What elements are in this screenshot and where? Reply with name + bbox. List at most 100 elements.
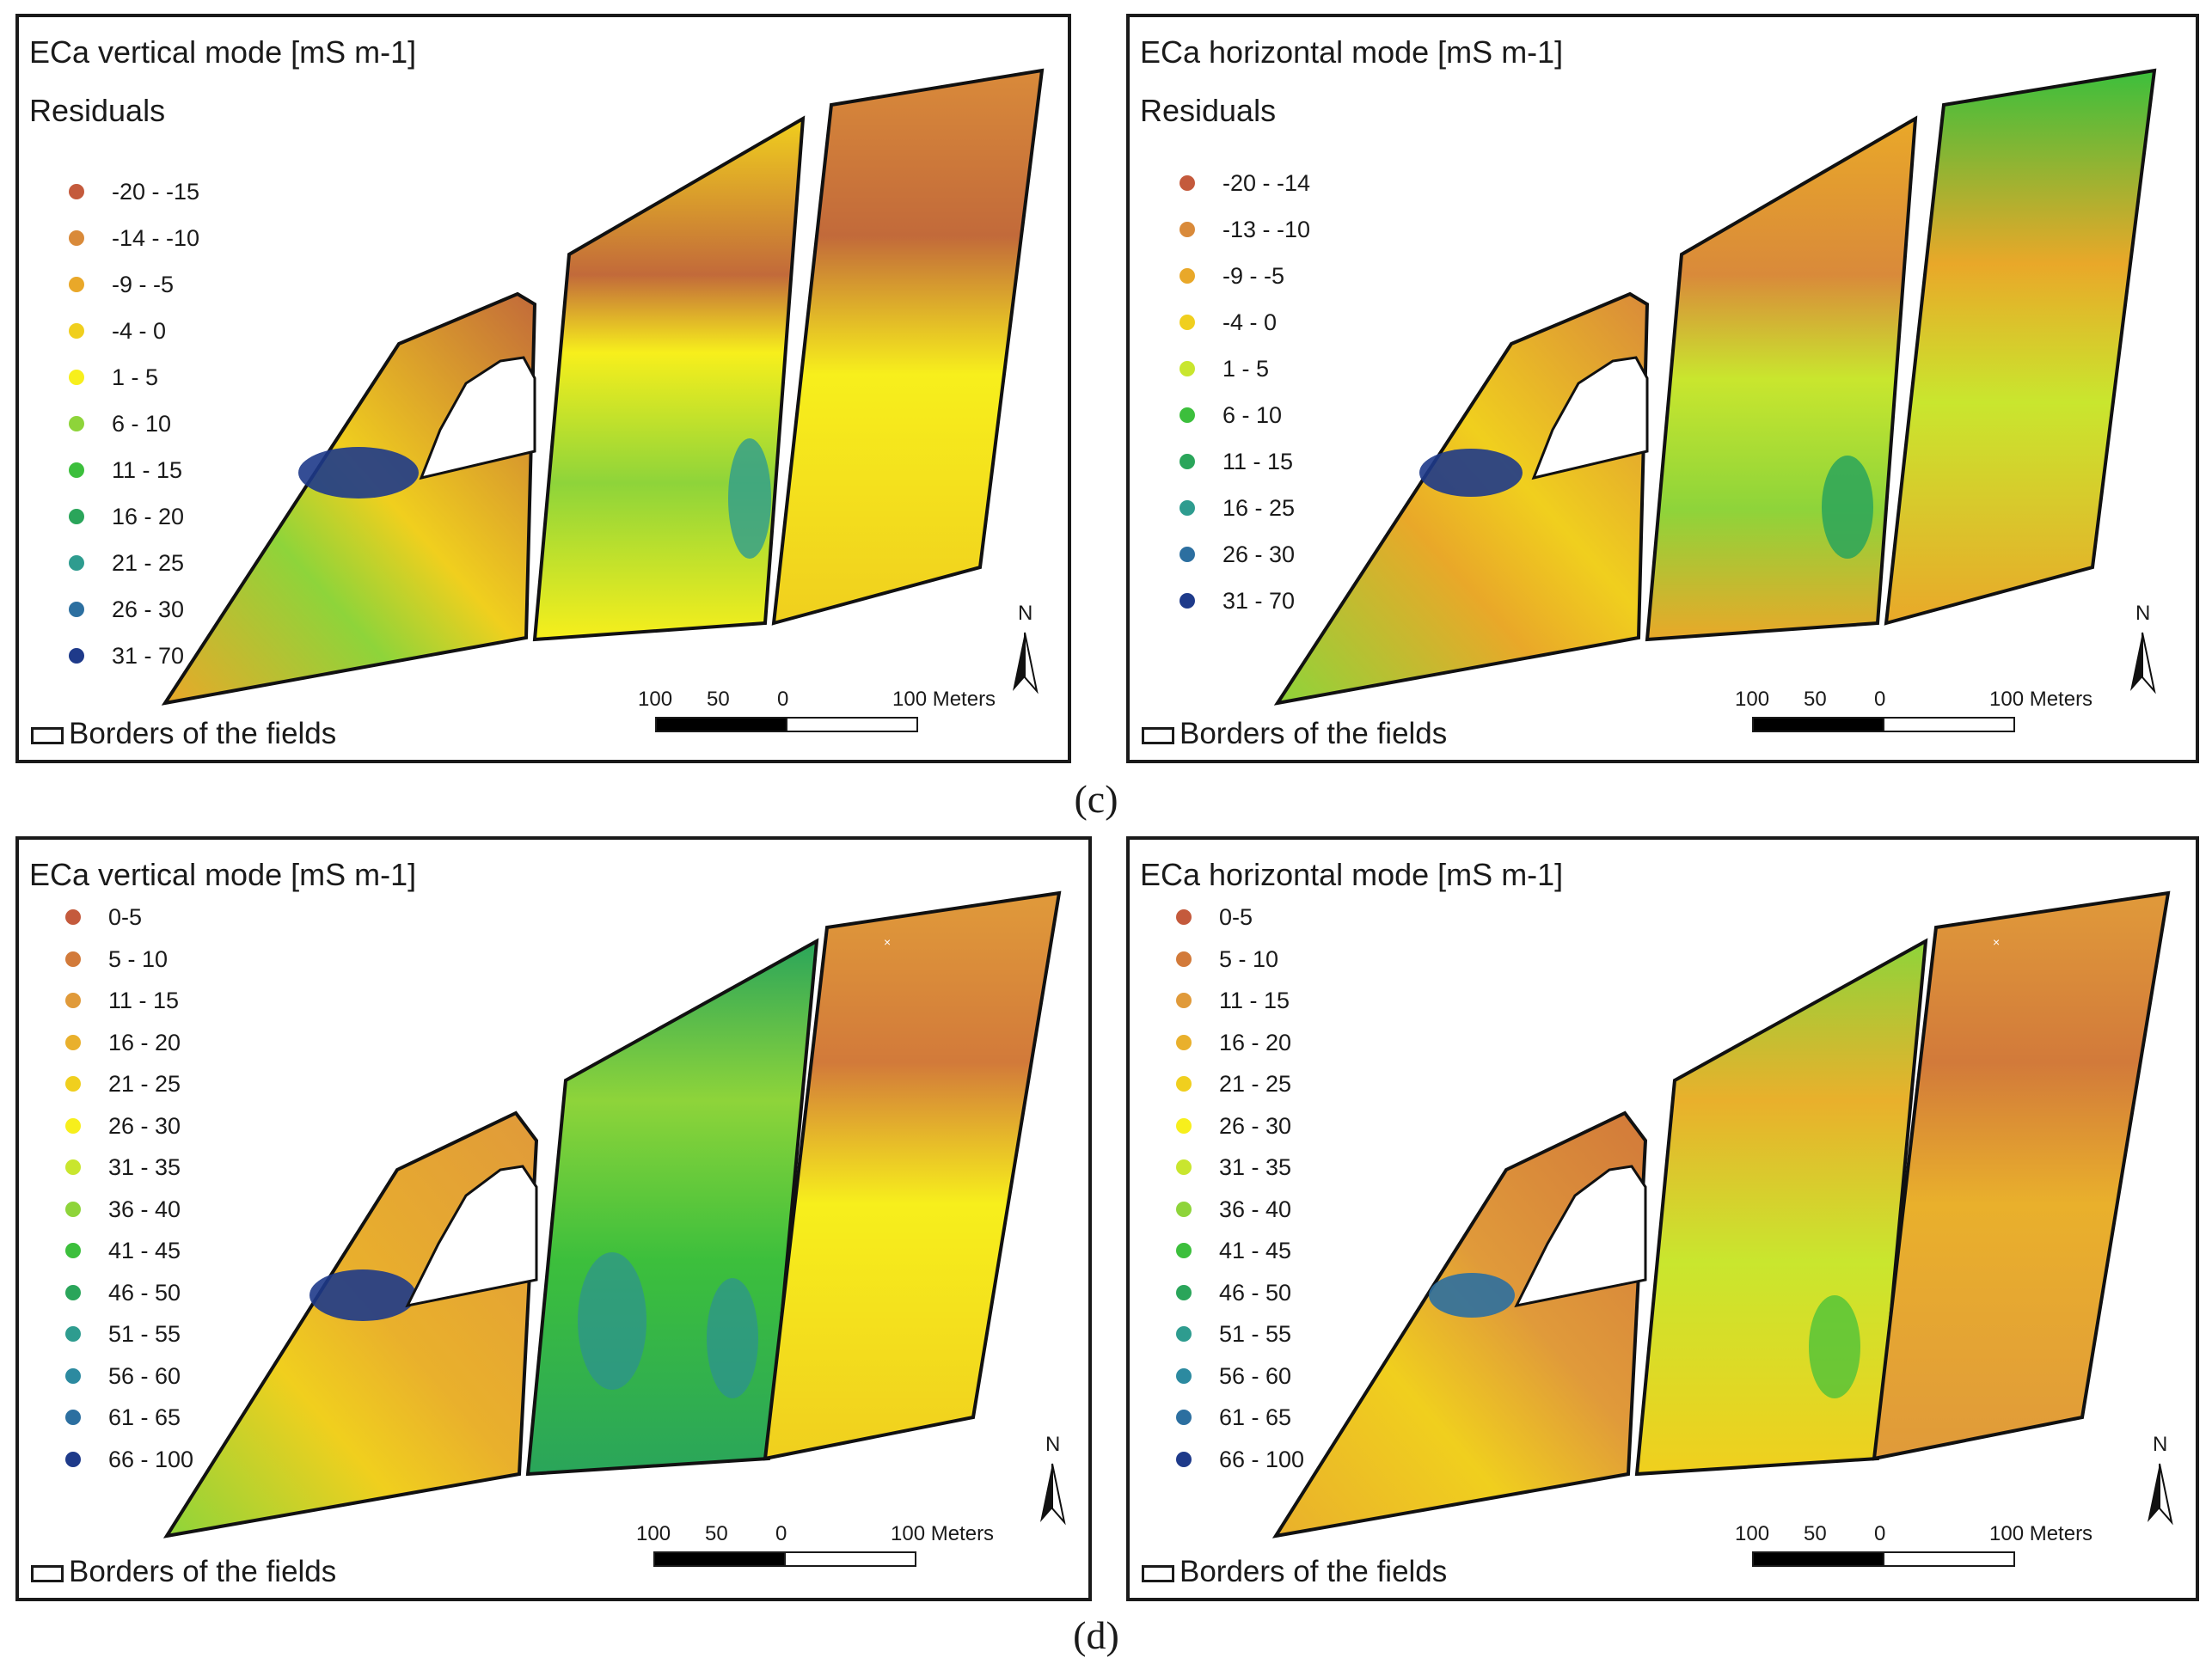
scale-tick: 100 [1735,1522,1770,1545]
field-middle [532,115,806,642]
legend-swatch [65,1410,81,1426]
scale-bar: 100 50 0 100 Meters [1735,688,2093,748]
legend-swatch [69,277,84,292]
scale-segment-empty [1883,1551,2015,1567]
legend-swatch [69,602,84,617]
legend-subtitle: Residuals [29,93,166,128]
legend-swatch [1180,593,1195,609]
scale-bar: 100 50 0 100 Meters [636,1522,994,1582]
north-arrow-icon: N [2123,602,2166,696]
high-value-patch [1429,1273,1515,1318]
excluded-area [405,1165,538,1308]
high-value-patch [1419,449,1523,497]
scale-bar: 100 50 0 100 Meters [638,688,996,748]
scale-segment-filled [653,1551,786,1567]
scale-tick: 50 [1804,1522,1827,1545]
legend-swatch [65,1243,81,1259]
legend-swatch [1176,951,1192,967]
scale-tick: 100 Meters [1989,1522,2093,1545]
scale-segment-empty [784,1551,916,1567]
border-swatch-icon [1142,1564,1174,1582]
legend-swatch [65,1034,81,1050]
figure-caption-d: (d) [1073,1613,1119,1657]
map-title: ECa vertical mode [mS m-1] [29,857,417,892]
legend-swatch [1176,1410,1192,1426]
field-map [1273,68,2157,706]
legend-swatch [1180,175,1195,191]
figure-caption-c: (c) [1074,777,1118,821]
legend-swatch [65,1201,81,1217]
map-title: ECa vertical mode [mS m-1] [29,34,417,70]
legend-swatch [1176,1201,1192,1217]
legend-swatch [65,1326,81,1343]
field-east [771,68,1045,626]
legend-swatch [69,230,84,246]
excluded-area [419,356,536,480]
scale-tick: 50 [707,688,730,711]
field-west [161,291,537,706]
border-swatch-icon [31,1564,64,1582]
scale-tick: 100 Meters [891,1522,995,1545]
map-title: ECa horizontal mode [mS m-1] [1140,857,1564,892]
svg-text:×: × [884,935,891,949]
legend-swatch [1176,909,1192,926]
legend-swatch [69,184,84,199]
scale-tick: 100 [636,1522,671,1545]
legend-swatch [69,648,84,664]
legend-swatch [69,462,84,478]
excluded-area [1531,356,1649,480]
scale-tick: 0 [777,688,789,711]
north-arrow-icon: N [2141,1433,2184,1527]
legend-swatch [1180,315,1195,330]
map-panel-c-horizontal: ECa horizontal mode [mS m-1] Residuals -… [1126,14,2199,763]
scale-tick: 100 Meters [1989,688,2093,711]
scale-segment-filled [1752,717,1884,732]
map-panel-c-vertical: ECa vertical mode [mS m-1] Residuals -20… [15,14,1071,763]
map-title: ECa horizontal mode [mS m-1] [1140,34,1564,70]
legend-swatch [1176,1159,1192,1176]
legend-swatch [65,909,81,926]
legend-swatch [1176,993,1192,1009]
legend-swatch [69,509,84,524]
field-east [1884,68,2157,626]
legend-swatch [69,323,84,339]
legend-swatch [1180,361,1195,376]
legend-swatch [65,1367,81,1384]
scale-segment-filled [1752,1551,1884,1567]
legend-swatch [1180,407,1195,423]
high-value-patch [298,447,419,499]
legend-swatch [1180,222,1195,237]
scale-tick: 0 [1874,688,1886,711]
borders-legend: Borders of the fields [1142,717,1447,751]
field-east [763,890,1062,1461]
field-west [1271,1110,1648,1538]
legend-swatch [1176,1034,1192,1050]
border-swatch-icon [1142,726,1174,744]
scale-segment-empty [786,717,918,732]
legend-swatch [1176,1076,1192,1092]
legend-swatch [65,1076,81,1092]
scale-segment-filled [655,717,787,732]
scale-tick: 100 [1735,688,1770,711]
north-arrow-icon: N [1006,602,1049,696]
excluded-area [1514,1165,1647,1308]
field-middle [1645,115,1918,642]
legend-subtitle: Residuals [1140,93,1277,128]
legend-swatch [65,1159,81,1176]
scale-tick: 0 [1874,1522,1886,1545]
north-arrow-icon: N [1033,1433,1076,1527]
border-swatch-icon [31,726,64,744]
scale-tick: 50 [1804,688,1827,711]
legend-swatch [1180,500,1195,516]
legend-swatch [1176,1326,1192,1343]
legend-swatch [65,993,81,1009]
scale-segment-empty [1883,717,2015,732]
scale-bar: 100 50 0 100 Meters [1735,1522,2093,1582]
legend-swatch [1176,1367,1192,1384]
borders-legend: Borders of the fields [1142,1555,1447,1589]
legend-swatch [1176,1284,1192,1300]
borders-legend: Borders of the fields [31,1555,336,1589]
legend-swatch [69,555,84,571]
legend-swatch [1176,1243,1192,1259]
legend-swatch [65,951,81,967]
